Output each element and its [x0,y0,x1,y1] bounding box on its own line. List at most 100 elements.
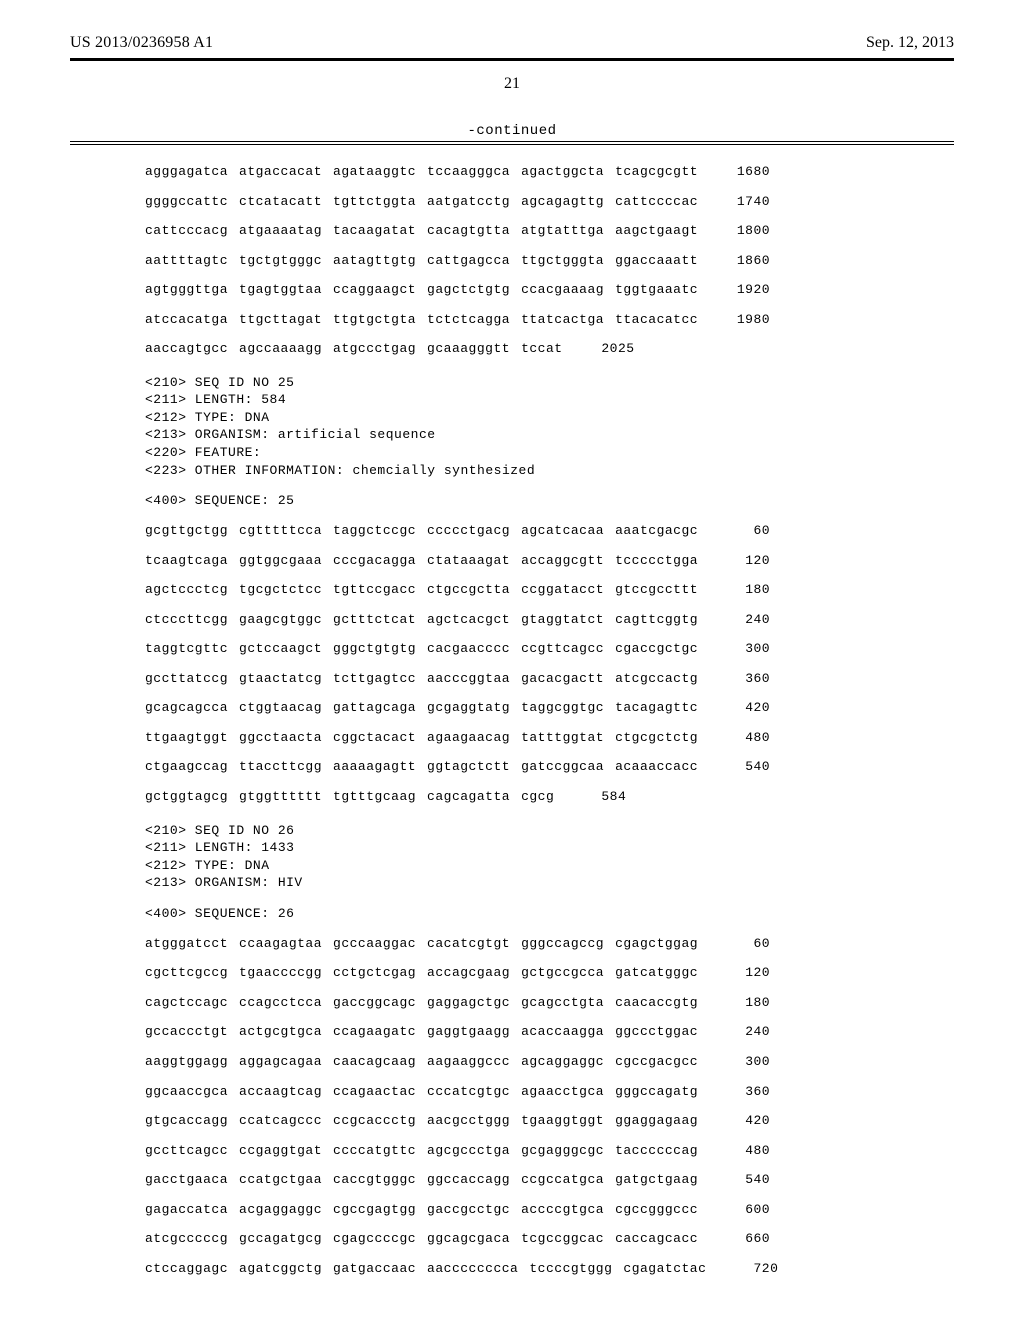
sequence-line: agggagatcaatgaccacatagataaggtctccaagggca… [145,163,954,181]
sequence-group: cagttcggtg [615,611,698,629]
sequence-groups: ggggccattcctcatacatttgttctggtaaatgatcctg… [145,193,698,211]
sequence-group: cgagctggag [615,935,698,953]
sequence-group: ttgcttagat [239,311,322,329]
sequence-group: gggctgtgtg [333,640,416,658]
sequence-position: 420 [726,699,770,717]
listing-rule-bottom [70,144,954,145]
sequence-group: ccaagagtaa [239,935,322,953]
patent-page: US 2013/0236958 A1 Sep. 12, 2013 21 -con… [0,0,1024,1320]
sequence-position: 540 [726,1171,770,1189]
sequence-position: 60 [726,935,770,953]
sequence-group: ctataaagat [427,552,510,570]
sequence-group: aaccagtgcc [145,340,228,358]
sequence-position: 1800 [726,222,770,240]
sequence-group: gtggtttttt [239,788,322,806]
sequence-group: ctccaggagc [145,1260,228,1278]
sequence-groups: gctggtagcggtggtttttttgtttgcaagcagcagatta… [145,788,554,806]
sequence-groups: gtgcaccaggccatcagcccccgcaccctgaacgcctggg… [145,1112,698,1130]
sequence-group: cgagatctac [623,1260,706,1278]
sequence-line: taggtcgttcgctccaagctgggctgtgtgcacgaacccc… [145,640,954,658]
sequence-group: cacagtgtta [427,222,510,240]
sequence-line: ttgaagtggtggcctaactacggctacactagaagaacag… [145,729,954,747]
sequence-group: gggccagatg [615,1083,698,1101]
sequence-group: cctgctcgag [333,964,416,982]
sequence-group: tccccgtggg [529,1260,612,1278]
sequence-group: ctgaagccag [145,758,228,776]
sequence-line: aaggtggaggaggagcagaacaacagcaagaagaaggccc… [145,1053,954,1071]
sequence-group: ctgccgctta [427,581,510,599]
sequence-groups: gccaccctgtactgcgtgcaccagaagatcgaggtgaagg… [145,1023,698,1041]
sequence-group: cattccccac [615,193,698,211]
sequence-group: tgtttgcaag [333,788,416,806]
sequence-group: agaagaacag [427,729,510,747]
sequence-group: ccaggaagct [333,281,416,299]
sequence-group: tgagtggtaa [239,281,322,299]
sequence-group: atcgcccccg [145,1230,228,1248]
sequence-group: aacgcctggg [427,1112,510,1130]
sequence-group: actgcgtgca [239,1023,322,1041]
sequence-group: ggcagcgaca [427,1230,510,1248]
sequence-group: taggtcgttc [145,640,228,658]
sequence-group: atcgccactg [615,670,698,688]
sequence-meta-line: <211> LENGTH: 584 [145,391,954,409]
sequence-group: ggcaaccgca [145,1083,228,1101]
sequence-group: tcaagtcaga [145,552,228,570]
sequence-group: tatttggtat [521,729,604,747]
sequence-group: gcgaggtatg [427,699,510,717]
sequence-group: cccatcgtgc [427,1083,510,1101]
sequence-groups: ttgaagtggtggcctaactacggctacactagaagaacag… [145,729,698,747]
sequence-meta-line: <213> ORGANISM: HIV [145,874,954,892]
sequence-groups: gccttcagccccgaggtgatccccatgttcagcgccctga… [145,1142,698,1160]
sequence-group: ggccctggac [615,1023,698,1041]
sequence-groups: cgcttcgccgtgaaccccggcctgctcgagaccagcgaag… [145,964,698,982]
sequence-group: ccccatgttc [333,1142,416,1160]
sequence-group: gccagatgcg [239,1230,322,1248]
sequence-group: cacatcgtgt [427,935,510,953]
sequence-group: ttgctgggta [521,252,604,270]
sequence-group: gctccaagct [239,640,322,658]
sequence-group: ccggatacct [521,581,604,599]
sequence-meta-line: <211> LENGTH: 1433 [145,839,954,857]
sequence-position: 660 [726,1230,770,1248]
sequence-group: gagctctgtg [427,281,510,299]
sequence-group: agggagatca [145,163,228,181]
sequence-group: ttaccttcgg [239,758,322,776]
sequence-line: agtgggttga tgagtggtaa ccaggaagct gagctctgtg… [145,281,954,299]
sequence-groups: aaggtggaggaggagcagaacaacagcaagaagaaggccc… [145,1053,698,1071]
sequence-group: atgaccacat [239,163,322,181]
sequence-group: tctctcagga [427,311,510,329]
sequence-group: tccaagggca [427,163,510,181]
sequence-group: ggggccattc [145,193,228,211]
sequence-label: <400> SEQUENCE: 25 [145,493,954,508]
sequence-group: ggcctaacta [239,729,322,747]
sequence-group: aacccccccca [427,1260,518,1278]
sequence-group: agcgccctga [427,1142,510,1160]
sequence-group: gacctgaaca [145,1171,228,1189]
sequence-group: gcagcctgta [521,994,604,1012]
page-number: 21 [70,75,954,93]
publication-date: Sep. 12, 2013 [866,34,954,52]
sequence-group: cgccgacgcc [615,1053,698,1071]
sequence-line: gcgttgctggcgtttttccataggctccgcccccctgacg… [145,522,954,540]
sequence-group: gaccggcagc [333,994,416,1012]
sequence-group: cgccgagtgg [333,1201,416,1219]
sequence-group: tacagagttc [615,699,698,717]
sequence-groups: aaccagtgccagccaaaaggatgccctgaggcaaagggtt… [145,340,563,358]
sequence-group: cgcttcgccg [145,964,228,982]
sequence-group: gcccaaggac [333,935,416,953]
sequence-group: tgttctggta [333,193,416,211]
sequence-group: ctcatacatt [239,193,322,211]
sequence-group: cagcagatta [427,788,510,806]
sequence-group: accaggcgtt [521,552,604,570]
sequence-group: ccgttcagcc [521,640,604,658]
sequence-groups: ctgaagccagttaccttcggaaaaagagttggtagctctt… [145,758,698,776]
sequence-label: <400> SEQUENCE: 26 [145,906,954,921]
sequence-group: agtgggttga [145,281,228,299]
sequence-groups: gacctgaacaccatgctgaacaccgtgggcggccaccagg… [145,1171,698,1189]
sequence-group: gaggagctgc [427,994,510,1012]
sequence-group: ctggtaacag [239,699,322,717]
sequence-group: cagctccagc [145,994,228,1012]
sequence-groups: atccacatgattgcttagatttgtgctgtatctctcagga… [145,311,698,329]
sequence-line: ctgaagccagttaccttcggaaaaagagttggtagctctt… [145,758,954,776]
sequence-group: aacccggtaa [427,670,510,688]
